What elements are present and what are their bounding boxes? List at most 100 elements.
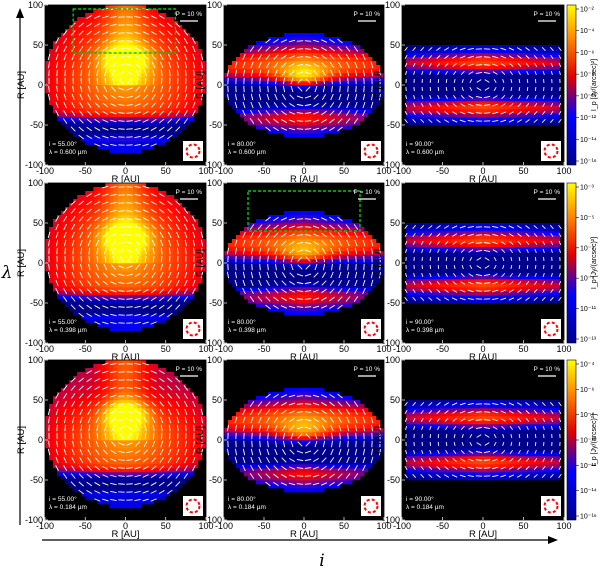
- heatmap-cell: [105, 315, 110, 320]
- heatmap-cell: [45, 89, 50, 94]
- polarization-vector: [150, 143, 157, 147]
- heatmap-cell: [535, 121, 540, 126]
- heatmap-cell: [49, 227, 54, 232]
- heatmap-cell: [93, 315, 98, 320]
- heatmap-cell: [137, 303, 142, 308]
- heatmap-cell: [81, 69, 86, 74]
- heatmap-cell: [332, 61, 337, 66]
- heatmap-cell: [458, 93, 464, 98]
- heatmap-cell: [97, 187, 102, 192]
- heatmap-cell: [495, 73, 500, 78]
- polarization-vector: [70, 216, 76, 222]
- heatmap-cell: [133, 235, 138, 240]
- heatmap-cell: [145, 141, 150, 146]
- polarization-vector: [290, 85, 294, 93]
- heatmap-cell: [312, 65, 317, 70]
- heatmap-cell: [177, 275, 183, 280]
- heatmap-cell: [125, 235, 130, 240]
- heatmap-cell: [77, 25, 82, 30]
- heatmap-cell: [511, 77, 516, 82]
- polarization-vector: [501, 71, 506, 75]
- heatmap-cell: [49, 101, 54, 106]
- heatmap-cell: [177, 69, 183, 74]
- heatmap-cell: [169, 29, 175, 34]
- heatmap-cell: [133, 223, 138, 228]
- heatmap-cell: [268, 49, 273, 54]
- heatmap-cell: [414, 81, 419, 86]
- heatmap-cell: [438, 53, 443, 58]
- heatmap-cell: [332, 81, 337, 86]
- heatmap-cell: [304, 53, 309, 58]
- x-tick-label: -100: [36, 344, 54, 354]
- polarization-vector: [176, 263, 179, 271]
- heatmap-cell: [511, 89, 516, 94]
- heatmap-cell: [364, 53, 369, 58]
- heatmap-cell: [503, 121, 508, 126]
- heatmap-cell: [137, 29, 142, 34]
- heatmap-cell: [336, 61, 341, 66]
- heatmap-cell: [515, 121, 520, 126]
- polarization-vector: [412, 47, 416, 51]
- heatmap-cell: [137, 117, 142, 122]
- heatmap-cell: [49, 255, 54, 260]
- heatmap-cell: [109, 239, 114, 244]
- polarization-vector: [339, 77, 341, 85]
- heatmap-cell: [268, 81, 273, 86]
- heatmap-cell: [85, 105, 90, 110]
- polarization-vector: [48, 85, 50, 93]
- heatmap-cell: [89, 45, 94, 50]
- heatmap-cell: [446, 89, 451, 94]
- outer-axes: λ i: [1, 8, 558, 569]
- heatmap-cell: [57, 247, 62, 252]
- heatmap-cell: [77, 299, 82, 304]
- heatmap-cell: [336, 101, 341, 106]
- heatmap-cell: [69, 247, 74, 252]
- heatmap-cell: [244, 93, 249, 98]
- heatmap-cell: [45, 243, 50, 248]
- heatmap-cell: [153, 283, 158, 288]
- heatmap-cell: [129, 287, 134, 292]
- polarization-vector: [558, 54, 562, 60]
- heatmap-cell: [519, 97, 524, 102]
- heatmap-cell: [181, 267, 187, 272]
- heatmap-cell: [360, 77, 365, 82]
- heatmap-cell: [137, 33, 142, 38]
- heatmap-cell: [101, 33, 106, 38]
- heatmap-cell: [352, 57, 357, 62]
- heatmap-cell: [324, 97, 329, 102]
- heatmap-cell: [97, 117, 102, 122]
- heatmap-cell: [478, 93, 484, 98]
- heatmap-cell: [446, 121, 451, 126]
- heatmap-cell: [113, 17, 118, 22]
- beam-icon: [185, 143, 201, 159]
- heatmap-cell: [543, 101, 549, 106]
- heatmap-cell: [292, 117, 297, 122]
- heatmap-cell: [360, 57, 365, 62]
- heatmap-cell: [531, 65, 536, 70]
- heatmap-cell: [149, 203, 154, 208]
- heatmap-cell: [189, 271, 195, 276]
- heatmap-cell: [483, 61, 488, 66]
- heatmap-cell: [121, 251, 126, 256]
- heatmap-cell: [101, 291, 106, 296]
- polarization-vector: [142, 185, 149, 189]
- heatmap-cell: [324, 41, 329, 46]
- polarization-vector: [72, 69, 74, 77]
- heatmap-cell: [121, 65, 126, 70]
- heatmap-cell: [165, 25, 171, 30]
- heatmap-cell: [169, 89, 175, 94]
- heatmap-cell: [145, 323, 150, 328]
- polarization-vector: [150, 127, 157, 131]
- heatmap-cell: [65, 81, 70, 86]
- heatmap-cell: [531, 57, 536, 62]
- heatmap-cell: [141, 291, 146, 296]
- heatmap-cell: [288, 113, 293, 118]
- heatmap-cell: [551, 73, 557, 78]
- heatmap-cell: [121, 279, 126, 284]
- heatmap-cell: [177, 45, 183, 50]
- polarization-vector: [436, 47, 441, 51]
- heatmap-cell: [153, 33, 158, 38]
- heatmap-cell: [189, 85, 195, 90]
- heatmap-cell: [125, 203, 130, 208]
- heatmap-cell: [308, 49, 313, 54]
